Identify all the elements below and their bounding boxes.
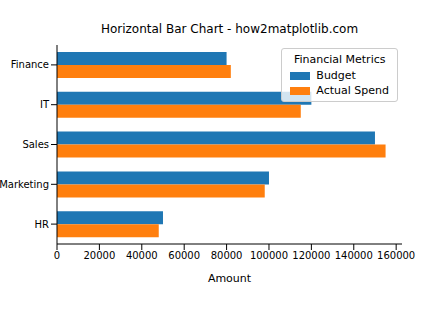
svg-text:IT: IT [40, 99, 50, 110]
svg-text:120000: 120000 [292, 250, 330, 261]
svg-text:0: 0 [54, 250, 60, 261]
svg-text:Marketing: Marketing [8, 179, 49, 190]
svg-text:20000: 20000 [83, 250, 115, 261]
svg-text:Sales: Sales [22, 139, 49, 150]
svg-text:160000: 160000 [377, 250, 415, 261]
html-text:Budget: Budget [316, 69, 356, 82]
html-text:Financial Metrics: Financial Metrics [293, 53, 386, 66]
svg-text:60000: 60000 [168, 250, 200, 261]
svg-text:HR: HR [35, 219, 50, 230]
svg-text:40000: 40000 [126, 250, 158, 261]
html-text:Actual Spend: Actual Spend [316, 84, 389, 97]
svg-text:100000: 100000 [250, 250, 288, 261]
svg-text:Amount: Amount [208, 272, 252, 285]
svg-text:140000: 140000 [335, 250, 373, 261]
svg-text:Finance: Finance [11, 59, 49, 70]
svg-text:80000: 80000 [211, 250, 243, 261]
html-text:Horizontal Bar Chart - how2mat: Horizontal Bar Chart - how2matplotlib.co… [100, 22, 359, 36]
